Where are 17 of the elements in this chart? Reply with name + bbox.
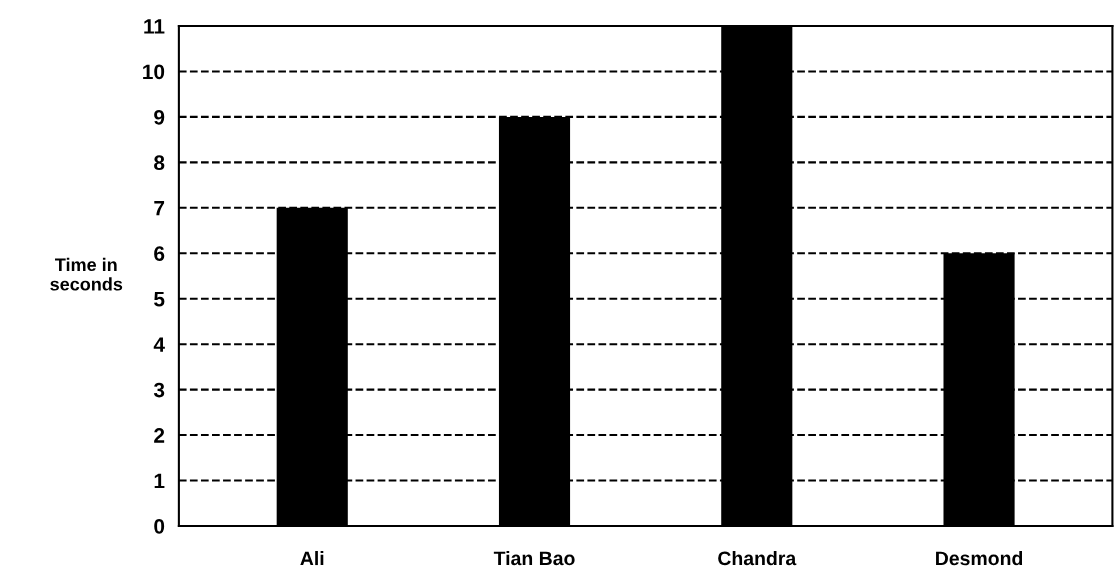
y-tick-label: 7 xyxy=(154,201,165,216)
y-tick-label: 6 xyxy=(154,246,165,262)
x-tick-label: Desmond xyxy=(936,550,1023,566)
x-tick-label: Chandra xyxy=(718,550,797,566)
y-tick-label: 0 xyxy=(154,518,165,534)
y-tick-label: 2 xyxy=(154,428,165,443)
y-tick-label: 11 xyxy=(144,19,165,34)
y-tick-label: 4 xyxy=(153,337,165,352)
y-tick-label: 3 xyxy=(153,382,165,398)
x-tick-label: Ali xyxy=(300,550,324,566)
x-tick-label: Tian Bao xyxy=(493,550,575,566)
y-axis-title: Time in seconds xyxy=(50,257,123,291)
y-tick-label: 9 xyxy=(154,109,165,125)
y-tick-label: 10 xyxy=(143,64,165,80)
y-tick-label: 8 xyxy=(154,155,165,171)
y-tick-label: 1 xyxy=(154,473,165,489)
y-tick-label: 5 xyxy=(154,291,165,307)
